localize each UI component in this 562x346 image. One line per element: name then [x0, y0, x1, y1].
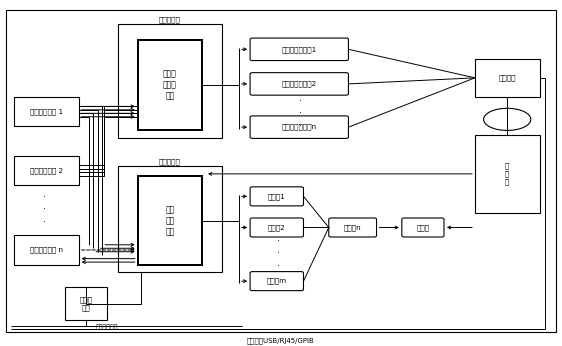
Bar: [118, 166, 222, 272]
Text: 四路带控衰减器n: 四路带控衰减器n: [282, 124, 317, 130]
FancyBboxPatch shape: [329, 218, 377, 237]
Text: 光开关1: 光开关1: [268, 193, 285, 200]
Text: 四通道误码价 1: 四通道误码价 1: [30, 108, 63, 115]
Text: 同步触发信号: 同步触发信号: [96, 324, 118, 330]
FancyBboxPatch shape: [402, 218, 444, 237]
Text: 四通道误码价 2: 四通道误码价 2: [30, 167, 63, 174]
Bar: [14, 97, 79, 126]
FancyBboxPatch shape: [250, 187, 303, 206]
Text: 产品测试框: 产品测试框: [159, 158, 181, 165]
Text: ·
·
·: · · ·: [299, 96, 302, 131]
FancyBboxPatch shape: [250, 73, 348, 95]
FancyBboxPatch shape: [250, 38, 348, 61]
FancyBboxPatch shape: [250, 272, 303, 291]
Text: 示波仪: 示波仪: [416, 224, 429, 231]
Text: 产品测试框: 产品测试框: [159, 17, 181, 24]
Text: 光开关2: 光开关2: [268, 224, 285, 231]
FancyBboxPatch shape: [250, 218, 303, 237]
Text: ·
·
·: · · ·: [277, 236, 280, 271]
Ellipse shape: [483, 108, 531, 130]
Text: 控制主机: 控制主机: [498, 74, 516, 81]
Bar: [14, 235, 79, 265]
Bar: [65, 287, 107, 320]
Text: 标准并
行发射
模块: 标准并 行发射 模块: [163, 69, 177, 100]
Bar: [138, 176, 202, 265]
Text: 服
务
器: 服 务 器: [505, 163, 509, 185]
Text: 多路电
开关: 多路电 开关: [79, 296, 92, 311]
Bar: [475, 59, 540, 97]
Text: 四路带控衰减器1: 四路带控衰减器1: [282, 46, 317, 53]
FancyBboxPatch shape: [250, 116, 348, 138]
Text: 四通道误码价 n: 四通道误码价 n: [30, 247, 63, 253]
Text: 四路带控衰减器2: 四路带控衰减器2: [282, 81, 317, 87]
Bar: [475, 135, 540, 213]
Text: 光开关n: 光开关n: [344, 224, 361, 231]
Text: ·
·
·: · · ·: [43, 192, 47, 227]
Bar: [14, 156, 79, 185]
Bar: [118, 24, 222, 138]
Text: 光开关m: 光开关m: [267, 278, 287, 284]
Text: 探测
并行
模块: 探测 并行 模块: [165, 205, 175, 236]
Bar: [138, 40, 202, 130]
Text: 控制信号USB/RJ45/GPIB: 控制信号USB/RJ45/GPIB: [247, 337, 315, 344]
